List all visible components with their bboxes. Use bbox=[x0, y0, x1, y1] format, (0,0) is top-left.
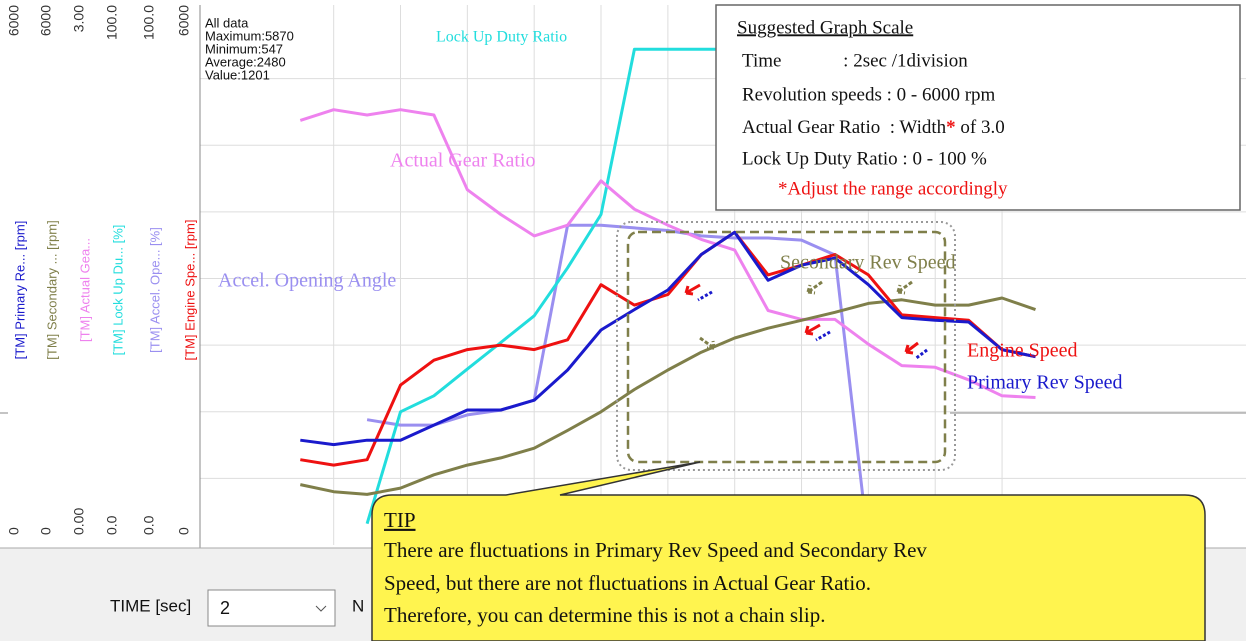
axis-label: [TM] Accel. Ope... [%] bbox=[147, 227, 162, 353]
series-line bbox=[366, 223, 870, 546]
toolbar-label: TIME [sec] bbox=[110, 596, 191, 615]
scale-note: *Adjust the range accordingly bbox=[778, 178, 1008, 199]
y-tick-label: 0 bbox=[6, 527, 22, 535]
stat: Value:1201 bbox=[205, 67, 270, 82]
annotation: Engine Speed bbox=[967, 340, 1078, 362]
combo-frame[interactable] bbox=[207, 589, 336, 627]
arrows bbox=[684, 280, 928, 361]
scale-part: * bbox=[946, 117, 956, 138]
series-line bbox=[299, 296, 1036, 496]
tip-line: There are fluctuations in Primary Rev Sp… bbox=[384, 538, 927, 562]
stat: All data bbox=[205, 15, 249, 30]
scale-line: Revolution speeds : 0 - 6000 rpm bbox=[742, 84, 996, 105]
y-tick-label: 3.00 bbox=[71, 5, 87, 32]
y-tick-label: 6000 bbox=[176, 5, 192, 36]
annotation: Lock Up Duty Ratio bbox=[436, 29, 567, 46]
series-line bbox=[300, 230, 1036, 467]
stat: Minimum:547 bbox=[205, 41, 283, 56]
annotation: Secondary Rev Speed bbox=[780, 252, 956, 274]
scale-line: Actual Gear Ratio : Width* of 3.0 bbox=[742, 117, 1005, 138]
y-tick-label: 0 bbox=[176, 527, 192, 535]
combo-box[interactable]: 2 bbox=[207, 589, 336, 627]
scale-part: Actual Gear Ratio : Width bbox=[742, 117, 947, 138]
tip-line: Speed, but there are not fluctuations in… bbox=[384, 571, 871, 595]
y-tick-label: 0.0 bbox=[141, 515, 157, 535]
combo-arrow bbox=[315, 605, 327, 612]
scale-title: Suggested Graph Scale bbox=[737, 17, 913, 38]
tip-box: TIP There are fluctuations in Primary Re… bbox=[371, 461, 1206, 641]
axis-label: [TM] Lock Up Du... [%] bbox=[110, 225, 125, 356]
scale-line: Time : 2sec /1division bbox=[742, 50, 968, 71]
y-tick-label: 100.0 bbox=[141, 5, 157, 40]
annotations: Lock Up Duty Ratio Actual Gear Ratio Acc… bbox=[218, 29, 1123, 394]
highlight-inner bbox=[626, 230, 947, 464]
y-tick-label: 0.00 bbox=[71, 508, 87, 535]
series-line bbox=[299, 108, 1036, 399]
y-tick-label: 6000 bbox=[6, 5, 22, 36]
axis-label: [TM] Primary Re... [rpm] bbox=[12, 221, 27, 360]
annotation: Primary Rev Speed bbox=[967, 372, 1123, 394]
scale-line: Lock Up Duty Ratio : 0 - 100 % bbox=[742, 148, 987, 169]
scale-box-frame bbox=[715, 4, 1241, 211]
tip-title: TIP bbox=[384, 508, 416, 532]
combo-value: 2 bbox=[220, 598, 230, 618]
y-tick-label: 0 bbox=[38, 527, 54, 535]
y-tick-label: 0.0 bbox=[104, 515, 120, 535]
axis-label: [TM] Secondary ... [rpm] bbox=[44, 220, 59, 359]
annotation: Actual Gear Ratio bbox=[390, 150, 536, 172]
y-tick-label: 6000 bbox=[38, 5, 54, 36]
stats: All data Maximum:5870 Minimum:547 Averag… bbox=[205, 15, 294, 82]
tip-line: Therefore, you can determine this is not… bbox=[384, 603, 825, 627]
annotation: Accel. Opening Angle bbox=[218, 270, 396, 292]
lines bbox=[299, 47, 1036, 546]
highlight-outer bbox=[616, 221, 956, 471]
toolbar-label: N bbox=[352, 596, 364, 615]
stat: Average:2480 bbox=[205, 54, 286, 69]
axis-label: [TM] Actual Gea... bbox=[77, 238, 92, 342]
tip-callout bbox=[371, 461, 1206, 641]
axis-label: [TM] Engine Spe... [rpm] bbox=[182, 220, 197, 361]
axes: 0 6000 [TM] Primary Re... [rpm] 0 6000 [TM] S… bbox=[6, 5, 198, 535]
stat: Maximum:5870 bbox=[205, 28, 294, 43]
scale-box: Suggested Graph Scale Time : 2sec /1divi… bbox=[715, 4, 1241, 211]
scale-part: of 3.0 bbox=[956, 117, 1005, 138]
y-tick-label: 100.0 bbox=[104, 5, 120, 40]
series-line bbox=[300, 230, 1036, 447]
